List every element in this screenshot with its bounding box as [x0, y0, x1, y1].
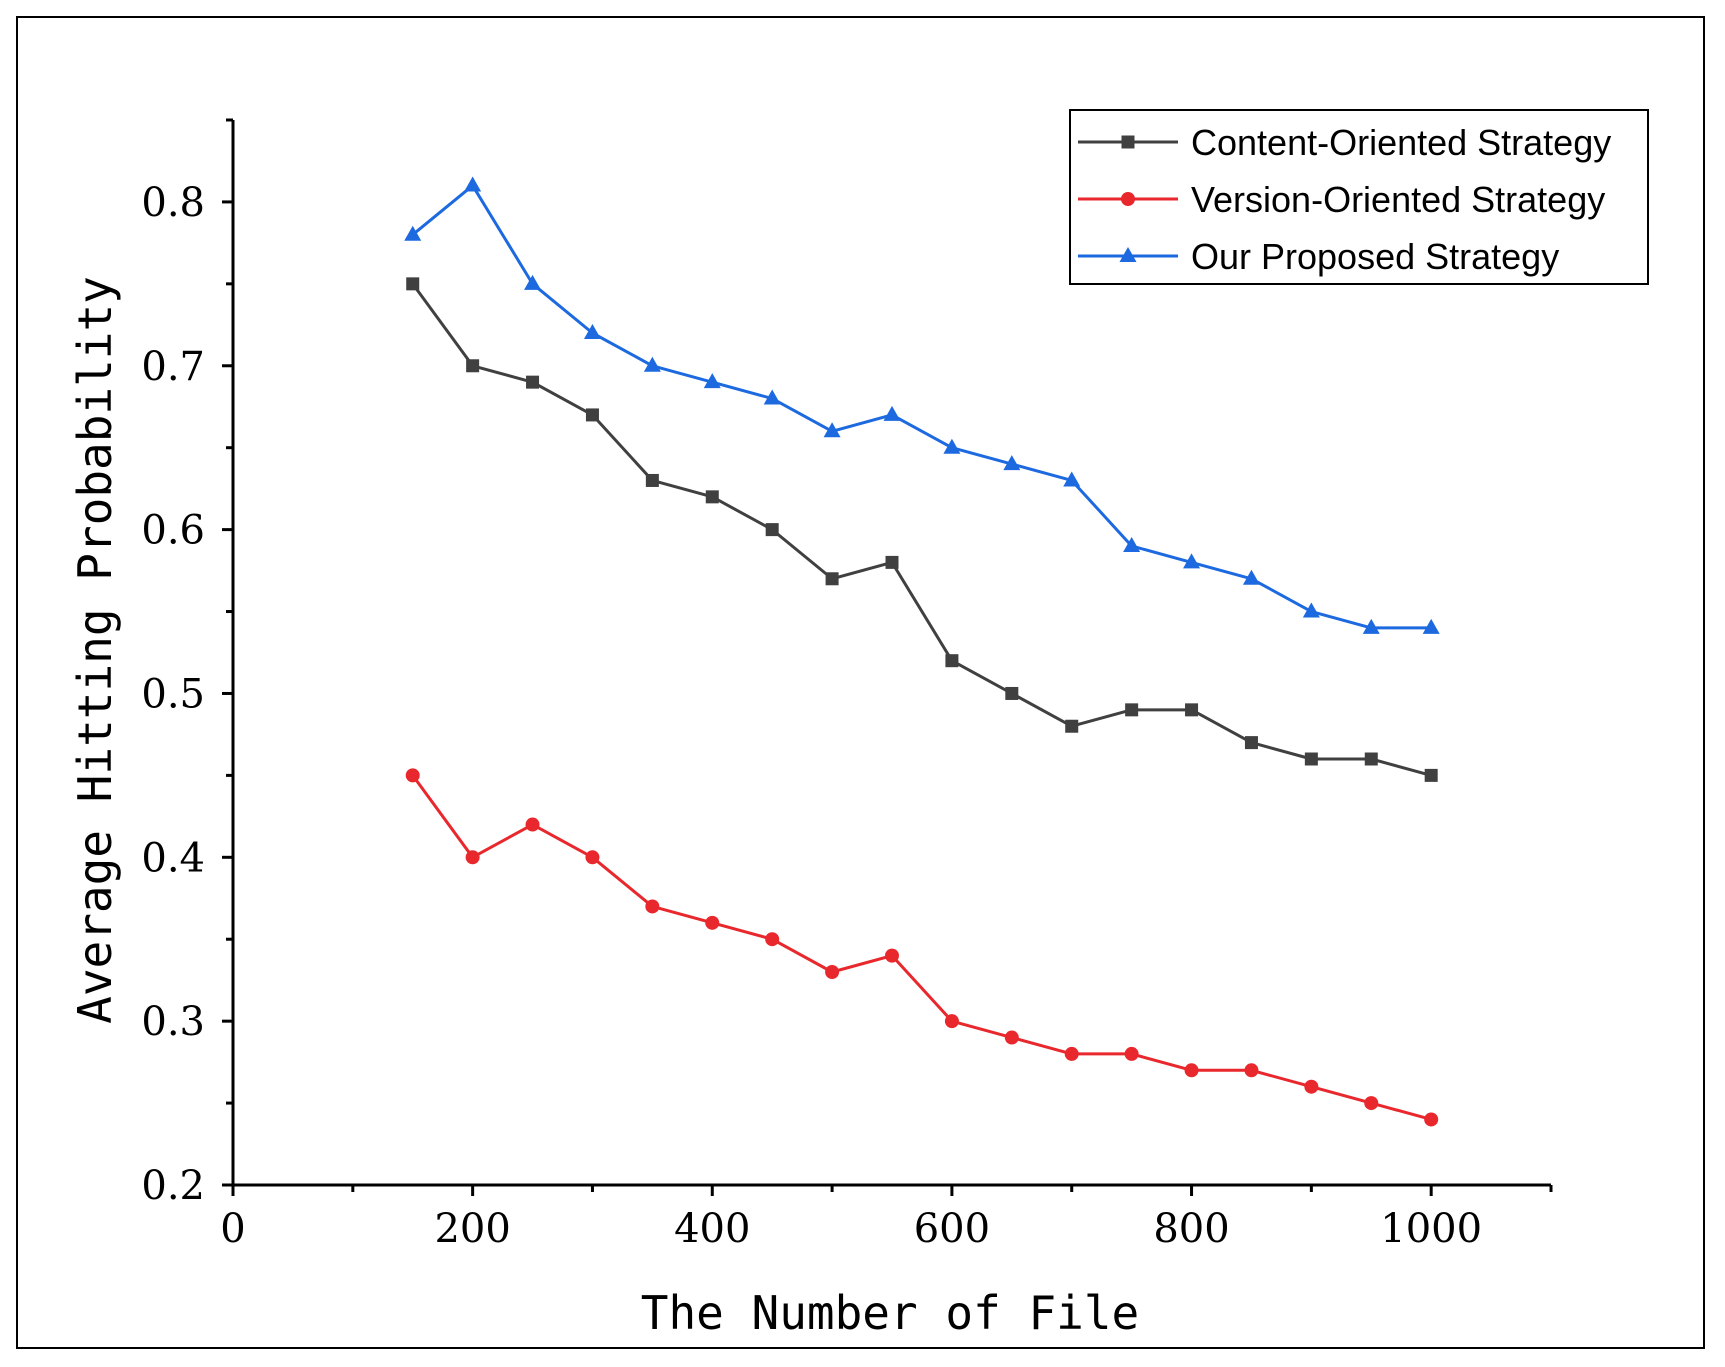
y-tick-label: 0.8 — [141, 180, 205, 226]
x-tick-label: 1000 — [1380, 1206, 1482, 1252]
data-point — [765, 523, 779, 537]
data-point — [645, 473, 659, 487]
data-point — [1065, 719, 1079, 733]
series-line — [411, 282, 1432, 777]
data-point — [1364, 1096, 1379, 1111]
x-tick-label: 800 — [1153, 1206, 1229, 1252]
data-point — [466, 359, 480, 373]
x-tick-label: 0 — [220, 1206, 245, 1252]
data-point — [465, 850, 480, 865]
axes: 0 200 400 600 800 1000 0.2 0.3 0.4 0.5 0.6 0.7 0.8 — [141, 118, 1553, 1252]
data-point — [1123, 537, 1141, 552]
legend-entry-3: Our Proposed Strategy — [1078, 236, 1559, 277]
data-point — [1244, 736, 1258, 750]
data-point — [643, 356, 661, 372]
legend-label: Version-Oriented Strategy — [1191, 179, 1605, 220]
data-point — [825, 965, 840, 979]
data-point — [825, 572, 839, 586]
data-point — [1005, 686, 1019, 700]
data-point — [823, 422, 841, 438]
data-point — [944, 1014, 959, 1029]
data-point — [1183, 553, 1201, 569]
legend-label: Our Proposed Strategy — [1191, 236, 1559, 277]
data-point — [1185, 703, 1199, 717]
series-2 — [405, 768, 1439, 1127]
data-point — [404, 225, 422, 241]
x-axis-title: The Number of File — [641, 1286, 1140, 1340]
data-point — [1364, 752, 1378, 766]
data-point — [1244, 1063, 1259, 1078]
data-point — [883, 405, 901, 421]
data-point — [406, 277, 420, 291]
legend-marker — [1121, 192, 1135, 206]
data-point — [585, 850, 600, 865]
series-1 — [406, 277, 1438, 782]
y-tick-label: 0.2 — [141, 1163, 205, 1209]
legend-entry-1: Content-Oriented Strategy — [1078, 122, 1611, 163]
data-point — [1304, 1079, 1319, 1094]
data-point — [1124, 1046, 1139, 1061]
series-layer — [404, 176, 1440, 1127]
data-point — [1424, 768, 1438, 782]
data-point — [705, 490, 719, 504]
legend-entry-2: Version-Oriented Strategy — [1078, 179, 1605, 220]
y-tick-label: 0.4 — [141, 835, 205, 881]
data-point — [765, 932, 780, 947]
data-point — [1362, 618, 1380, 634]
data-point — [885, 555, 899, 569]
series-line — [411, 184, 1432, 630]
data-point — [524, 274, 542, 290]
series-3 — [404, 176, 1440, 634]
data-point — [1422, 618, 1440, 634]
data-point — [1302, 602, 1320, 618]
legend-marker — [1121, 135, 1135, 149]
y-tick-label: 0.5 — [141, 671, 205, 717]
y-tick-label: 0.6 — [141, 508, 205, 554]
legend-marker — [1119, 247, 1137, 262]
data-point — [645, 899, 660, 914]
data-point — [583, 324, 601, 339]
x-tick-label: 600 — [914, 1206, 990, 1252]
data-point — [703, 373, 721, 389]
data-point — [1424, 1112, 1439, 1127]
data-point — [705, 915, 720, 930]
data-point — [525, 817, 540, 832]
data-point — [1125, 703, 1139, 717]
y-tick-label: 0.3 — [141, 999, 205, 1045]
y-tick-label: 0.7 — [141, 344, 205, 390]
x-tick-label: 200 — [434, 1206, 510, 1252]
data-point — [1003, 455, 1021, 471]
data-point — [1184, 1063, 1199, 1078]
legend: Content-Oriented Strategy Version-Oriente… — [1069, 109, 1649, 285]
data-point — [1064, 1046, 1079, 1061]
data-point — [885, 948, 899, 963]
data-point — [526, 375, 540, 389]
x-tick-label: 400 — [674, 1206, 750, 1252]
data-point — [464, 176, 482, 192]
legend-label: Content-Oriented Strategy — [1191, 122, 1611, 163]
data-point — [585, 408, 599, 422]
data-point — [763, 389, 781, 405]
data-point — [945, 654, 959, 668]
data-point — [943, 438, 961, 454]
series-line — [411, 774, 1432, 1121]
data-point — [1242, 569, 1260, 585]
y-axis-title: Average Hitting Probability — [68, 276, 122, 1024]
data-point — [405, 768, 420, 783]
data-point — [1304, 752, 1318, 766]
data-point — [1004, 1030, 1019, 1045]
data-point — [1063, 471, 1081, 487]
